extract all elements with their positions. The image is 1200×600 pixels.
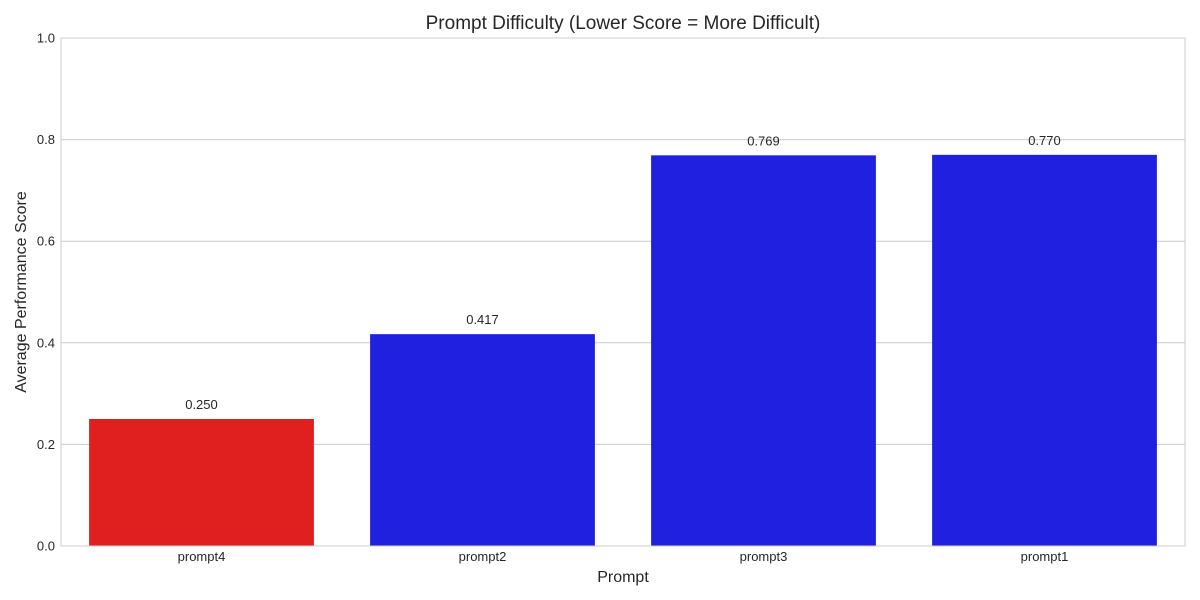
x-axis-ticks: prompt4 prompt2 prompt3 prompt1 xyxy=(178,549,1069,564)
x-axis-label: Prompt xyxy=(597,569,649,586)
bar-prompt2 xyxy=(370,334,595,546)
y-tick-label: 0.6 xyxy=(37,234,55,249)
value-label-prompt2: 0.417 xyxy=(466,312,499,327)
x-tick-label-prompt3: prompt3 xyxy=(740,549,788,564)
x-tick-label-prompt1: prompt1 xyxy=(1021,549,1069,564)
y-tick-label: 0.8 xyxy=(37,132,55,147)
bar-prompt3 xyxy=(651,155,876,546)
bars xyxy=(89,154,1157,546)
plot-frame xyxy=(60,37,1186,547)
bar-prompt4 xyxy=(89,419,314,546)
x-tick-label-prompt2: prompt2 xyxy=(459,549,507,564)
x-tick-label-prompt4: prompt4 xyxy=(178,549,226,564)
value-label-prompt3: 0.769 xyxy=(747,133,780,148)
value-labels: 0.250 0.417 0.769 0.770 xyxy=(185,133,1061,412)
y-tick-label: 0.2 xyxy=(37,437,55,452)
y-tick-label: 0.4 xyxy=(37,335,55,350)
bar-prompt1 xyxy=(932,154,1157,546)
value-label-prompt4: 0.250 xyxy=(185,397,218,412)
chart-title: Prompt Difficulty (Lower Score = More Di… xyxy=(426,13,821,34)
y-tick-label: 1.0 xyxy=(37,31,55,46)
y-tick-label: 0.0 xyxy=(37,539,55,554)
y-axis-label: Average Performance Score xyxy=(13,191,30,393)
value-label-prompt1: 0.770 xyxy=(1028,133,1061,148)
y-axis-ticks: 0.0 0.2 0.4 0.6 0.8 1.0 xyxy=(37,31,55,554)
